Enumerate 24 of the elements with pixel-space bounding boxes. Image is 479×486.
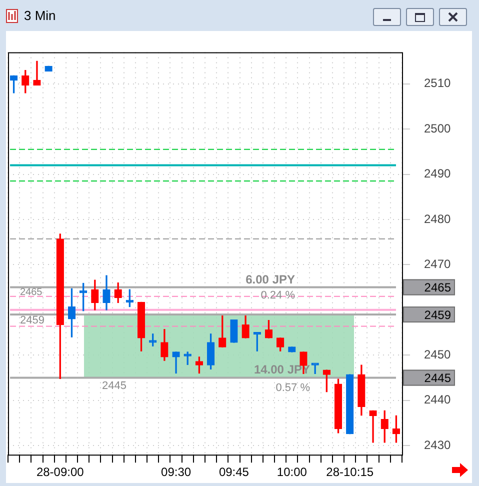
y-tick-label: 2470: [424, 257, 452, 272]
x-tick-label: 09:30: [161, 465, 192, 480]
y-tick-label: 2480: [424, 212, 452, 226]
y-tick-label: 2490: [424, 166, 452, 181]
annotation: 2465: [20, 287, 43, 298]
candlestick: [33, 60, 41, 86]
annotation: 6.00 JPY: [246, 272, 295, 286]
ref-line-label: 2459: [424, 308, 452, 322]
y-tick-label: 2440: [424, 392, 452, 407]
annotation: 0.57 %: [276, 382, 310, 394]
y-tick-label: 2450: [424, 347, 452, 362]
y-tick-label: 2510: [424, 76, 452, 90]
x-tick-label: 28-10:15: [326, 465, 374, 480]
y-tick-label: 2430: [424, 438, 452, 452]
annotation: 2445: [102, 380, 126, 392]
ref-line-label: 2465: [424, 280, 452, 295]
annotation: 2459: [20, 314, 44, 327]
ref-line-label: 2445: [424, 371, 452, 386]
y-tick-label: 2500: [424, 121, 452, 136]
x-tick-label: 09:45: [218, 465, 250, 480]
chart-title: 3 Min: [24, 8, 56, 23]
x-tick-label: 28-09:00: [36, 465, 84, 480]
x-tick-label: 10:00: [276, 465, 308, 480]
candlestick: [369, 410, 377, 443]
